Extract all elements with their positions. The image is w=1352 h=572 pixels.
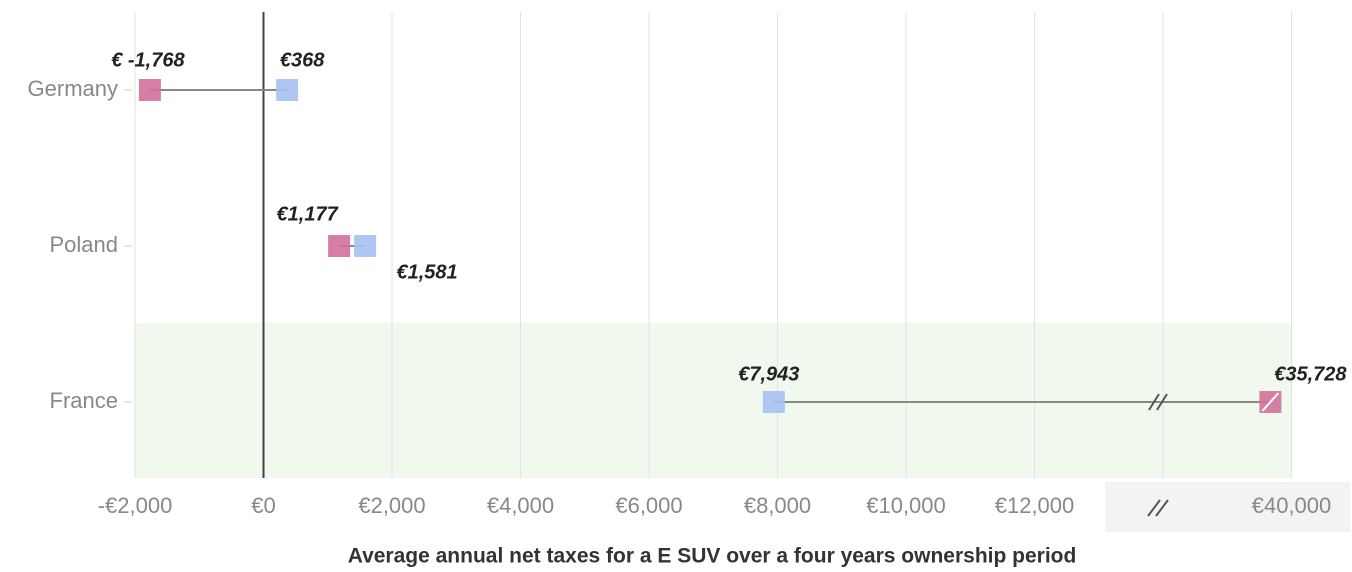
break-box — [1105, 482, 1350, 532]
x-tick-label: €0 — [251, 493, 275, 518]
marker — [762, 391, 785, 413]
data-label: €7,943 — [738, 363, 799, 385]
break-symbol — [1148, 393, 1168, 411]
marker — [138, 79, 161, 101]
x-tick-label: €12,000 — [995, 493, 1075, 518]
category-label: Poland — [49, 232, 118, 257]
x-tick-label: €8,000 — [744, 493, 811, 518]
break-slash — [1261, 392, 1280, 412]
category-label: France — [50, 388, 118, 413]
marker — [276, 79, 299, 101]
marker — [354, 235, 377, 257]
x-tick-label: -€2,000 — [98, 493, 173, 518]
x-tick-label: €6,000 — [615, 493, 682, 518]
x-tick-label: €2,000 — [358, 493, 425, 518]
x-tick-label: €4,000 — [487, 493, 554, 518]
x-tick-label: €10,000 — [866, 493, 946, 518]
marker — [328, 235, 351, 257]
highlight-band — [135, 323, 1292, 478]
data-label: € -1,768 — [111, 49, 185, 71]
category-label: Germany — [28, 76, 118, 101]
data-label: €1,581 — [396, 261, 457, 283]
x-tick-label: €40,000 — [1252, 493, 1332, 518]
break-symbol — [1147, 499, 1169, 517]
x-axis-title: Average annual net taxes for a E SUV ove… — [348, 545, 1077, 568]
data-label: €368 — [280, 49, 325, 71]
data-label: €1,177 — [277, 203, 339, 225]
data-label: €35,728 — [1274, 363, 1347, 385]
